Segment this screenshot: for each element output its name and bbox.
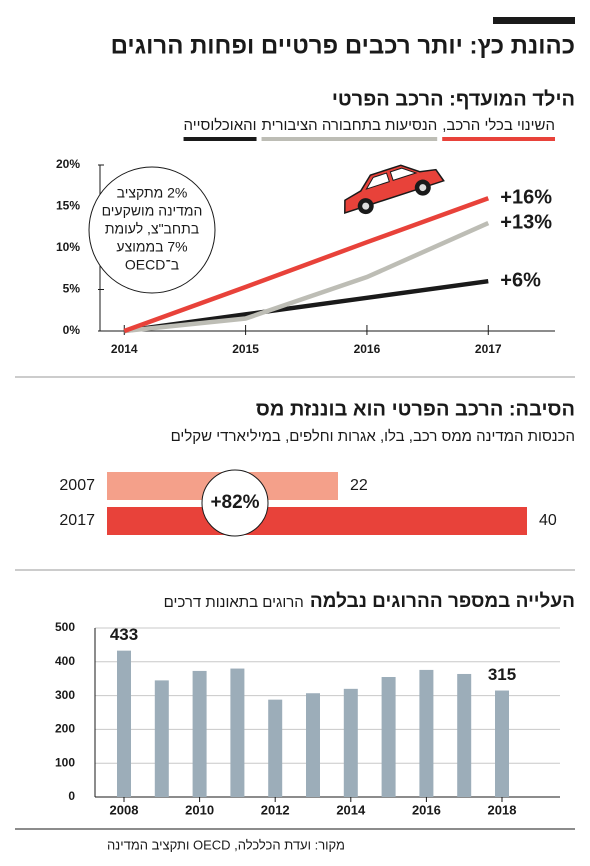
x-tick-label: 2016 [354, 342, 381, 356]
x-tick-label: 2014 [336, 802, 366, 817]
bar [230, 668, 245, 797]
category-label: 2017 [59, 512, 95, 529]
annotation-circle [201, 469, 269, 537]
value-label: 433 [110, 625, 138, 644]
chart-subtitle: הכנסות המדינה ממס רכב, בלו, אגרות וחלפים… [171, 428, 575, 445]
legend-label: השינוי בכלי הרכב, [442, 117, 555, 134]
annotation: 2% מתקציב [117, 185, 188, 201]
chart-title: הילד המועדף: הרכב הפרטי [332, 88, 575, 110]
annotation: בתחב"צ, לעומת [105, 221, 199, 237]
x-tick-label: 2016 [412, 802, 441, 817]
value-label: +13% [500, 211, 552, 233]
value-label: 40 [539, 512, 557, 529]
series-line [124, 221, 490, 334]
bar [192, 670, 207, 797]
category-label: 2007 [59, 477, 95, 494]
y-tick-label: 0 [68, 789, 75, 803]
car-icon [344, 164, 445, 215]
x-tick-label: 2015 [232, 342, 259, 356]
annotation: ב־OECD [125, 257, 179, 273]
x-tick-label: 2018 [488, 802, 517, 817]
y-tick-label: 5% [63, 282, 81, 296]
x-tick-label: 2012 [261, 802, 290, 817]
bar [117, 650, 131, 797]
bar [107, 507, 527, 535]
y-tick-label: 100 [55, 755, 75, 769]
source: מקור: ועדת הכלכלה, OECD ותקציב המדינה [107, 837, 345, 852]
bar [457, 673, 472, 797]
y-tick-label: 400 [55, 654, 75, 668]
y-tick-label: 200 [55, 722, 75, 736]
x-tick-label: 2008 [110, 802, 139, 817]
x-tick-label: 2014 [111, 342, 138, 356]
bar [343, 688, 358, 797]
bar [419, 669, 434, 797]
chart-subtitle: הרוגים בתאונות דרכים [164, 594, 304, 611]
y-tick-label: 20% [56, 157, 80, 171]
legend-label: והאוכלוסייה [184, 117, 257, 134]
chart-title: הסיבה: הרכב הפרטי הוא בוננזת מס [256, 398, 575, 420]
bar [381, 677, 396, 797]
y-tick-label: 10% [56, 240, 80, 254]
value-label: +16% [500, 186, 552, 208]
bar [495, 690, 509, 797]
y-tick-label: 500 [55, 620, 75, 634]
header-bar [493, 17, 575, 24]
bar [154, 680, 169, 797]
chart-title: העלייה במספר ההרוגים נבלמה [310, 591, 575, 612]
bar [306, 693, 320, 797]
annotation: +82% [210, 492, 259, 513]
value-label: +6% [500, 269, 541, 291]
bar [268, 699, 283, 797]
y-tick-label: 300 [55, 688, 75, 702]
x-tick-label: 2017 [475, 342, 502, 356]
y-tick-label: 15% [56, 199, 80, 213]
page-title: כהונת כץ: יותר רכבים פרטיים ופחות הרוגים [111, 32, 575, 59]
value-label: 22 [350, 477, 368, 494]
value-label: 315 [488, 665, 516, 684]
annotation-circle [88, 166, 216, 294]
annotation: המדינה מושקעים [102, 203, 203, 219]
legend-label: הנסיעות בתחבורה הציבורית [262, 117, 438, 134]
x-tick-label: 2010 [185, 802, 214, 817]
annotation: 7% בממוצע [116, 239, 187, 255]
y-tick-label: 0% [63, 323, 81, 337]
series-line [123, 196, 490, 334]
